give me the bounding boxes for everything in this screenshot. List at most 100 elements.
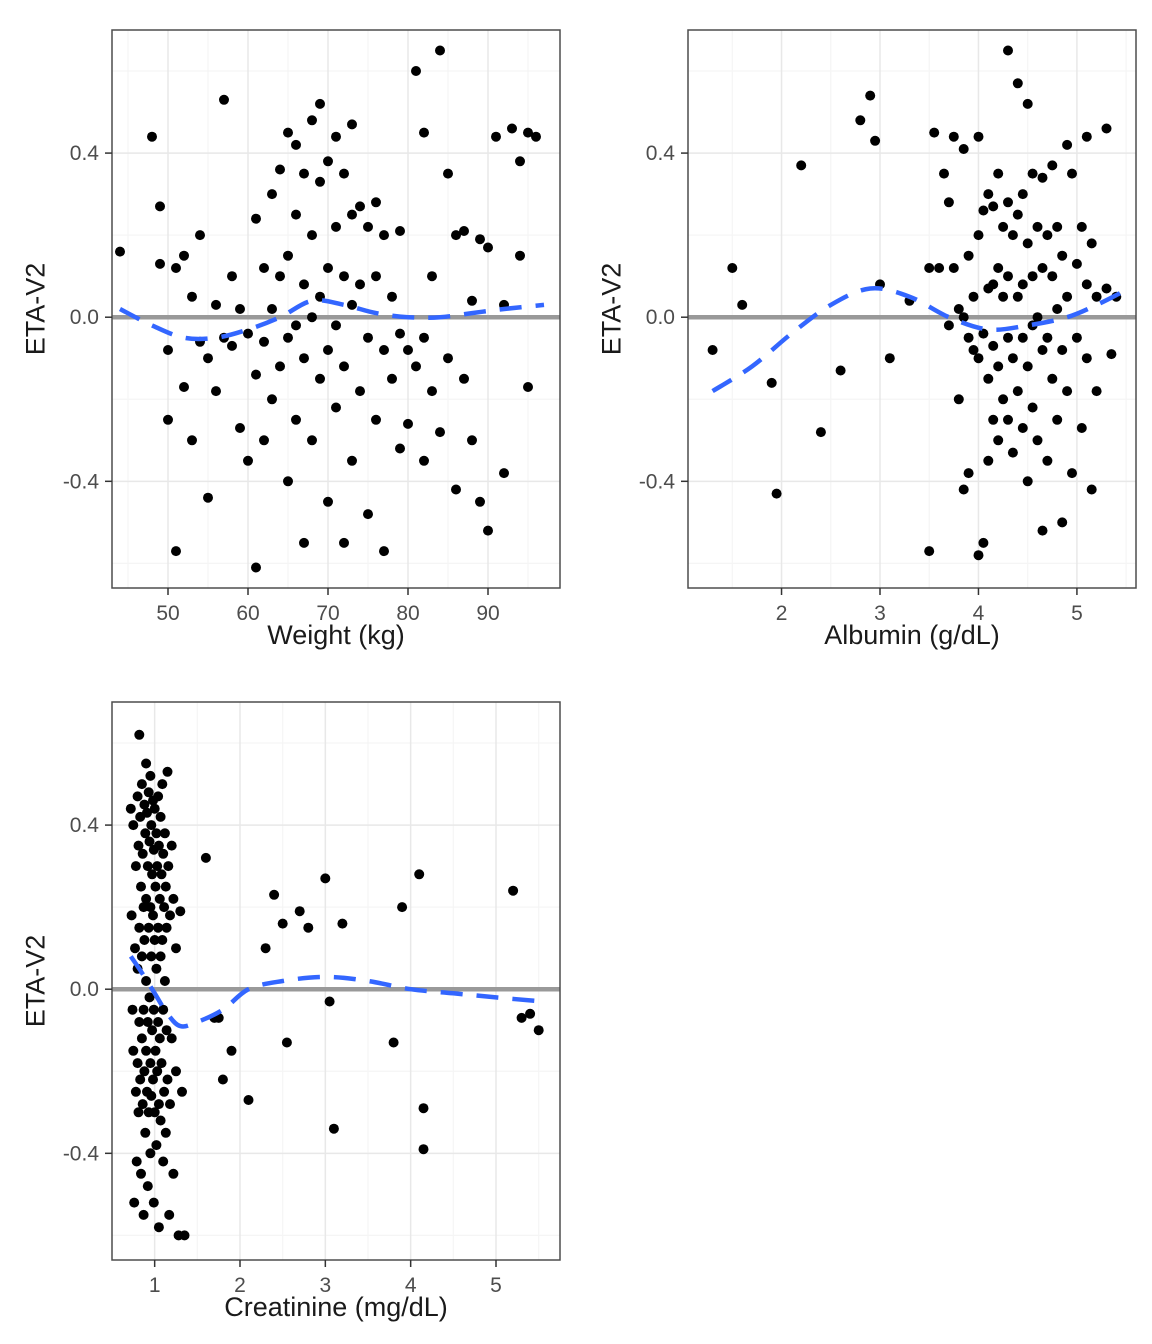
data-point (339, 168, 349, 179)
data-point (163, 345, 173, 355)
data-point (139, 799, 150, 810)
data-point (323, 345, 333, 355)
data-point (168, 1168, 179, 1179)
panel-border (111, 29, 561, 589)
data-point (403, 418, 413, 429)
data-point (1076, 221, 1087, 232)
data-point (175, 906, 186, 917)
data-point (132, 791, 143, 802)
data-point (315, 98, 325, 109)
axis-ticks: 50 60 70 80 90 -0.4 0.0 0.4 (63, 142, 500, 625)
data-point (948, 263, 959, 273)
data-point (147, 1025, 158, 1036)
data-point (166, 840, 177, 851)
data-point (162, 1074, 173, 1085)
data-point (1003, 45, 1013, 56)
data-point (140, 1127, 151, 1138)
x-axis-tick-label: 60 (236, 602, 259, 625)
data-point (516, 1012, 527, 1023)
data-point (141, 893, 152, 904)
data-point (150, 1045, 161, 1056)
data-point (1047, 271, 1058, 282)
data-point (162, 766, 173, 777)
scatter-panel-creatinine: 1 2 3 4 5 -0.4 0.0 0.4 ETA-V2 Creatinine (mg/dL… (0, 672, 576, 1344)
x-axis-tick-label: 3 (874, 602, 886, 625)
y-axis-tick-label: 0.0 (646, 306, 675, 329)
data-point (934, 263, 945, 273)
data-point (136, 881, 146, 892)
data-point (141, 1045, 152, 1056)
data-point (1057, 250, 1068, 261)
loess-smooth-line (118, 298, 545, 342)
data-point (515, 250, 525, 261)
data-point (1032, 221, 1043, 232)
data-point (766, 377, 777, 388)
data-point (1032, 312, 1043, 323)
data-point (187, 435, 197, 446)
data-point (963, 332, 974, 343)
y-axis-tick-label: 0.4 (646, 142, 676, 165)
data-point (953, 304, 964, 314)
data-point (1042, 455, 1053, 466)
data-point (419, 332, 429, 343)
data-point (243, 328, 253, 339)
data-point (483, 525, 493, 536)
data-point (1081, 353, 1092, 364)
data-point (303, 922, 314, 933)
data-point (1012, 78, 1023, 89)
data-point (331, 402, 341, 413)
data-point (137, 848, 148, 859)
data-point (978, 537, 989, 548)
scatter-panel-albumin: 2 3 4 5 -0.4 0.0 0.4 ETA-V2 Albumin (g/dL) (576, 0, 1152, 672)
data-point (387, 291, 397, 302)
data-point (771, 488, 782, 499)
data-point (137, 1099, 148, 1110)
x-axis-tick-label: 2 (234, 1274, 246, 1297)
data-point (126, 910, 137, 921)
data-point (1052, 414, 1063, 425)
data-point (315, 176, 325, 187)
data-point (948, 131, 959, 142)
data-point (427, 386, 437, 397)
data-point (1052, 221, 1063, 232)
data-point (291, 139, 301, 150)
data-point (307, 435, 317, 446)
data-point (1022, 238, 1033, 249)
data-point (203, 492, 213, 503)
data-point (148, 1004, 159, 1015)
x-axis-tick-label: 70 (316, 602, 339, 625)
data-point (283, 476, 293, 487)
data-point (323, 156, 333, 167)
data-point (993, 263, 1004, 273)
data-point (1062, 386, 1073, 397)
data-point (435, 45, 445, 56)
data-point (158, 848, 169, 859)
y-axis-tick-label: 0.0 (70, 306, 99, 329)
data-point (171, 546, 181, 557)
data-point (1086, 484, 1097, 495)
data-point (419, 455, 429, 466)
data-point (161, 922, 172, 933)
data-point (315, 373, 325, 384)
y-axis-tick-label: 0.4 (70, 142, 100, 165)
data-point (395, 328, 405, 339)
data-point (179, 382, 189, 392)
data-point (146, 820, 157, 831)
data-point (988, 201, 999, 212)
data-point (355, 201, 365, 212)
data-point (259, 435, 269, 446)
data-point (403, 345, 413, 355)
data-point (155, 951, 166, 962)
data-point (1071, 332, 1082, 343)
gridlines-minor (112, 702, 560, 1260)
panel-background (112, 30, 560, 588)
data-point (159, 1086, 170, 1097)
data-point (924, 546, 935, 557)
y-axis-title: ETA-V2 (20, 934, 51, 1028)
data-point (157, 935, 168, 945)
x-axis-tick-label: 4 (973, 602, 985, 625)
data-point (134, 922, 145, 933)
weight-chart-canvas: 50 60 70 80 90 -0.4 0.0 0.4 (63, 29, 561, 625)
data-point (533, 1025, 544, 1036)
data-point (153, 1222, 164, 1233)
